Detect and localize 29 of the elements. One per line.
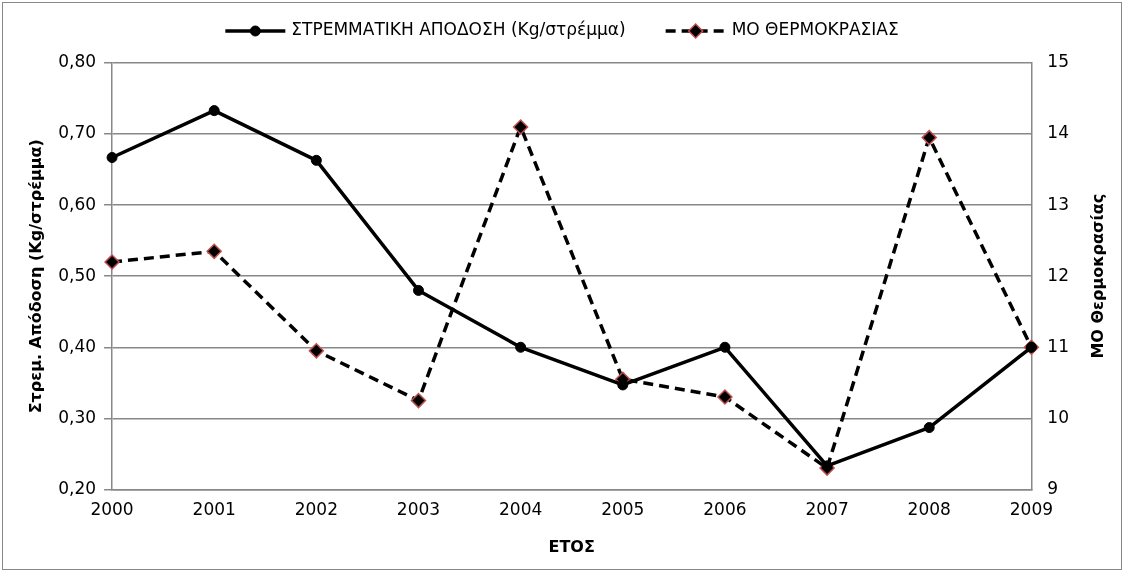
y2-tick-label: 10 bbox=[1047, 406, 1070, 427]
y-tick-label: 0,20 bbox=[58, 477, 97, 498]
y-tick-label: 0,60 bbox=[58, 193, 97, 214]
y2-tick-label: 11 bbox=[1047, 335, 1070, 356]
y-tick-label: 0,50 bbox=[58, 264, 97, 285]
y2-tick-label: 13 bbox=[1047, 193, 1070, 214]
x-tick-label: 2001 bbox=[192, 499, 236, 520]
x-tick-label: 2005 bbox=[601, 499, 645, 520]
y2-tick-label: 9 bbox=[1047, 477, 1059, 498]
y-tick-label: 0,70 bbox=[58, 122, 97, 143]
x-tick-label: 2009 bbox=[1009, 499, 1053, 520]
y2-tick-label: 14 bbox=[1047, 122, 1070, 143]
x-tick-label: 2006 bbox=[703, 499, 747, 520]
y2-axis-title: ΜΟ Θερμοκρασίας bbox=[1088, 193, 1108, 359]
y-axis-title: Στρεμ. Απόδοση (Kg/στρέμμα) bbox=[25, 139, 45, 414]
x-tick-label: 2002 bbox=[294, 499, 338, 520]
x-tick-label: 2007 bbox=[805, 499, 849, 520]
x-tick-label: 2003 bbox=[396, 499, 441, 520]
x-tick-label: 2004 bbox=[499, 499, 543, 520]
y2-tick-label: 15 bbox=[1047, 51, 1070, 72]
y-tick-label: 0,80 bbox=[58, 51, 97, 72]
x-tick-label: 2008 bbox=[907, 499, 951, 520]
legend-label: ΜΟ ΘΕΡΜΟΚΡΑΣΙΑΣ bbox=[731, 19, 899, 40]
x-axis-title: ΕΤΟΣ bbox=[548, 536, 595, 556]
y-tick-label: 0,30 bbox=[58, 406, 97, 427]
y2-tick-label: 12 bbox=[1047, 264, 1070, 285]
y-tick-label: 0,40 bbox=[58, 335, 97, 356]
legend-label: ΣΤΡΕΜΜΑΤΙΚΗ ΑΠΟΔΟΣΗ (Kg/στρέμμα) bbox=[291, 19, 626, 40]
x-tick-label: 2000 bbox=[90, 499, 134, 520]
